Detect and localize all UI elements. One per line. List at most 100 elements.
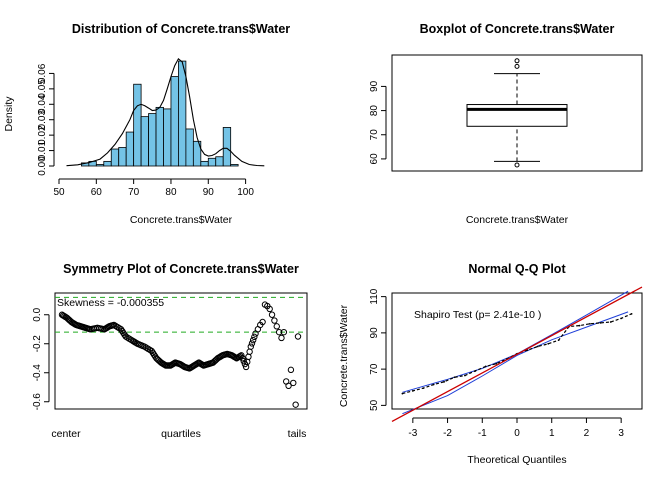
qq-upper-band [402,290,629,393]
histogram-bar [207,157,217,167]
symmetry-point [275,328,283,336]
iqr-box [466,104,568,127]
symmetry-point [199,361,206,368]
qq-point [484,365,487,368]
symmetry-point [245,353,252,360]
symmetry-y-tick-label: -0.4 [32,364,43,382]
symmetry-point [285,382,292,389]
histogram-x-tick-label: 80 [165,187,177,198]
boxplot-box [466,58,568,168]
boxplot-title: Boxplot of Concrete.trans$Water [420,22,615,36]
symmetry-frame [54,292,308,410]
histogram-x-tick-label: 50 [53,187,65,198]
qq-x-tick-label: 2 [584,428,590,439]
histogram-bar [95,164,105,167]
histogram-bar [170,76,179,167]
qq-axes: -3 -2 -1 0 1 2 3 50 70 90 110 [369,288,624,439]
histogram-bar [155,106,164,167]
boxplot-y-tick-label: 80 [369,105,380,117]
qq-y-tick-label: 50 [369,399,380,411]
symmetry-point [239,355,246,362]
symmetry-title: Symmetry Plot of Concrete.trans$Water [63,262,299,276]
boxplot-axes: 60 70 80 90 [369,80,387,164]
qq-x-tick-label: -2 [443,428,452,439]
qq-point [578,324,581,327]
symmetry-y-tick-label: -0.6 [32,393,43,411]
shapiro-annotation: Shapiro Test (p= 2.41e-10 ) [414,309,541,321]
symmetry-point [292,401,299,408]
histogram-bars [80,60,239,167]
histogram-xlabel: Concrete.trans$Water [130,214,233,226]
symmetry-x-tick-label: center [51,428,81,440]
symmetry-point [247,343,255,350]
symmetry-x-tick-label: tails [288,428,307,440]
symmetry-y-tick-label: -0.2 [32,335,43,353]
histogram-bar [110,148,120,167]
qq-point [620,317,623,320]
histogram-bar [230,164,239,167]
boxplot-frame [391,54,643,172]
qq-ylabel: Concrete.trans$Water [338,304,350,407]
histogram-bar [133,83,142,167]
histogram-bar [178,60,187,167]
qq-point [411,389,414,392]
symmetry-axes: 0.0 -0.2 -0.4 -0.6 center quartiles tails [32,307,306,440]
symmetry-point [193,360,200,368]
symmetry-point [294,333,302,340]
symmetry-point [198,360,205,368]
histogram-bar [125,131,135,167]
histogram-y-tick-label: 0.02 [37,125,48,145]
qq-panel: Normal Q-Q Plot Theoretical Quantiles Co… [338,262,643,466]
symmetry-point [278,334,285,342]
qq-x-tick-label: 3 [618,428,624,439]
symmetry-x-tick-label: quartiles [161,428,201,440]
histogram-panel: Distribution of Concrete.trans$Water Con… [3,22,290,226]
qq-frame [391,292,643,410]
histogram-bar [192,140,202,167]
symmetry-y-tick-label: 0.0 [32,307,43,321]
qq-point [453,376,456,379]
histogram-bar [118,147,127,167]
symmetry-point [170,360,178,367]
symmetry-panel: Symmetry Plot of Concrete.trans$Water Sk… [32,262,308,440]
symmetry-point [251,333,258,341]
histogram-x-tick-label: 70 [128,187,140,198]
histogram-bar [185,128,194,167]
qq-y-tick-label: 90 [369,327,380,339]
histogram-bar [163,108,172,167]
histogram-bar [215,156,224,167]
qq-fit-line [391,286,643,423]
qq-point [401,392,404,395]
histogram-bar [148,113,157,167]
outlier-point [514,63,520,69]
boxplot-xlabel: Concrete.trans$Water [466,214,569,226]
qq-x-tick-label: 0 [514,428,520,439]
symmetry-reference-lines [55,296,307,333]
qq-point [443,380,445,383]
symmetry-point [169,360,177,368]
qq-x-tick-label: -3 [408,428,417,439]
outlier-point [514,58,520,64]
boxplot-panel: Boxplot of Concrete.trans$Water Concrete… [369,22,643,226]
qq-point [432,383,435,386]
histogram-y-tick-label: 0.06 [37,63,48,83]
symmetry-points [58,301,302,408]
qq-point [474,370,477,372]
histogram-title: Distribution of Concrete.trans$Water [72,22,290,36]
qq-point [589,322,591,325]
outlier-point [514,162,520,168]
symmetry-point [290,379,297,387]
symmetry-point [259,318,266,326]
qq-point [422,387,425,390]
qq-point [609,321,612,323]
qq-point [526,349,529,351]
symmetry-point [287,366,295,374]
histogram-bar [222,127,232,167]
histogram-y-tick-label: 0.00 [37,156,48,176]
symmetry-point [222,351,230,358]
qq-x-tick-label: 1 [549,428,555,439]
qq-x-tick-label: -1 [478,428,487,439]
symmetry-point [271,317,278,324]
qq-point [547,342,550,345]
